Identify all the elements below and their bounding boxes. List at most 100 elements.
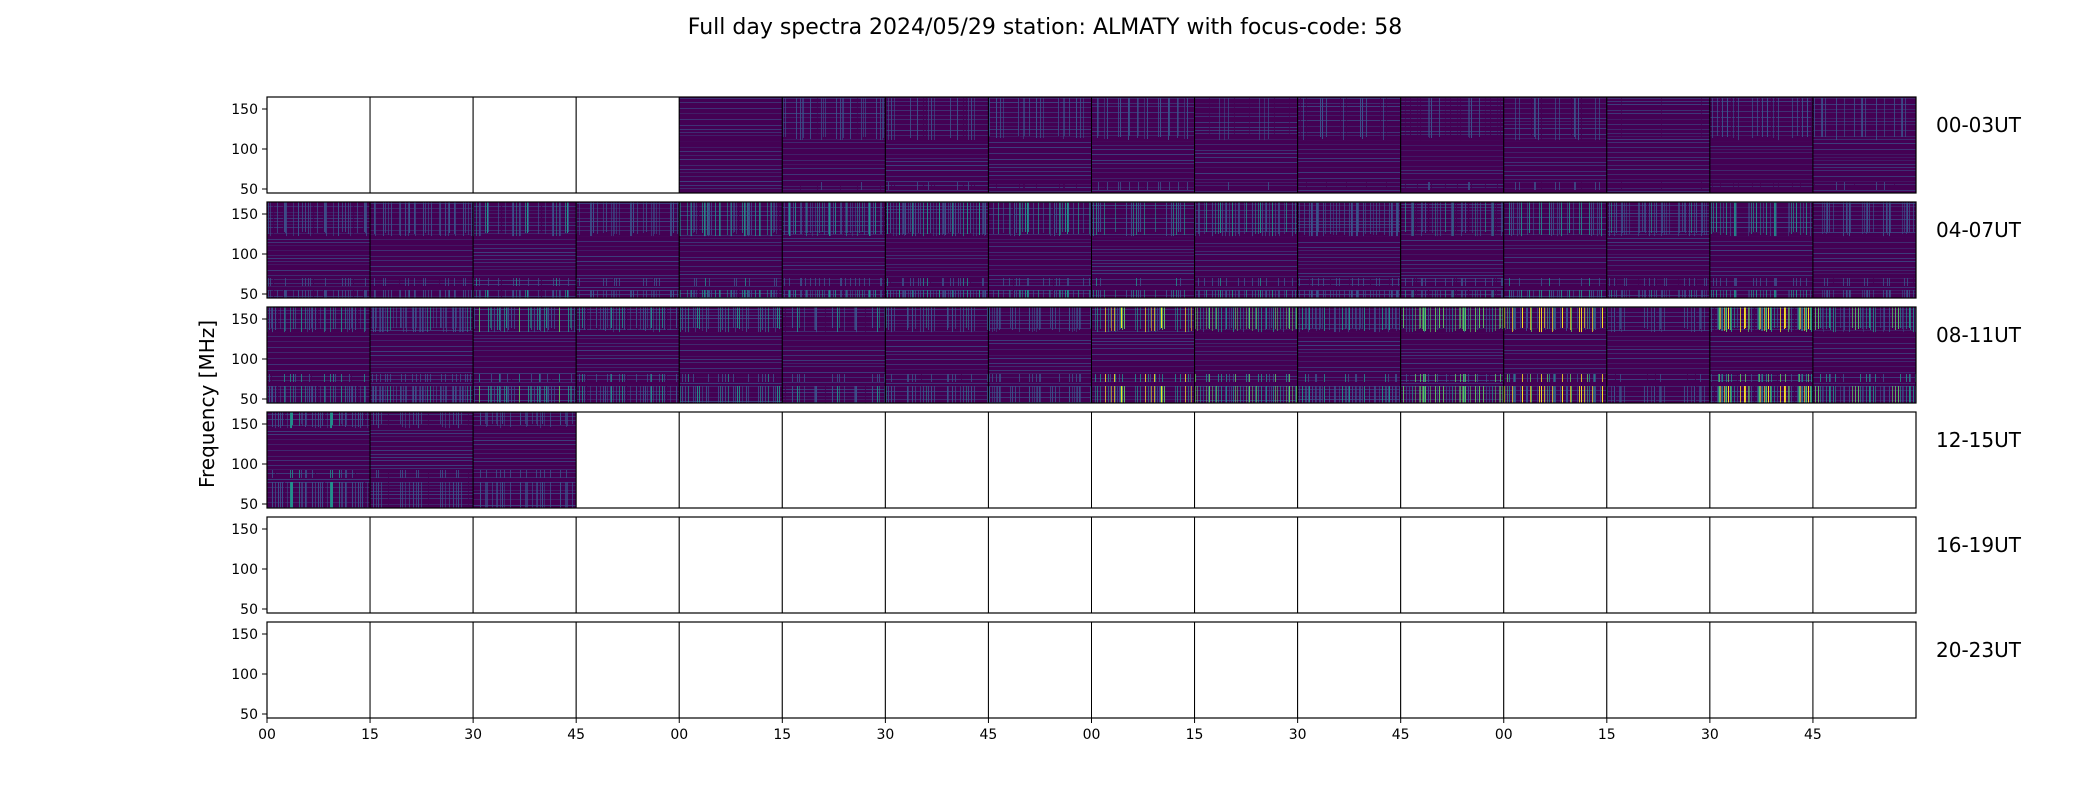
- empty-panel: [1400, 516, 1505, 614]
- spectra-row: 50 100 150 00-03UT: [231, 96, 2022, 198]
- spectrum-panel: [369, 306, 474, 404]
- spectrum-panel: [678, 96, 783, 194]
- y-tick-label: 50: [240, 392, 258, 408]
- y-tick-label: 100: [231, 562, 258, 578]
- y-tick-label: 150: [231, 102, 258, 118]
- y-tick-label: 50: [240, 707, 258, 723]
- x-tick-label: 00: [1083, 727, 1101, 743]
- spectrum-panel: [266, 306, 371, 404]
- y-tick-label: 150: [231, 522, 258, 538]
- x-tick-label: 30: [876, 727, 894, 743]
- empty-panel: [1709, 411, 1814, 509]
- y-tick-label: 50: [240, 287, 258, 303]
- y-tick-label: 100: [231, 247, 258, 263]
- spectrum-panel: [575, 306, 680, 404]
- empty-panel: [884, 516, 989, 614]
- spectrum-panel: [1091, 201, 1196, 299]
- empty-panel: [1091, 516, 1196, 614]
- empty-panel: [1194, 516, 1299, 614]
- spectra-row: 50 100 150 08-11UT: [231, 306, 2022, 408]
- x-tick-label: 30: [1701, 727, 1719, 743]
- spectrum-panel: [1400, 201, 1505, 299]
- empty-panel: [1194, 621, 1299, 719]
- empty-panel: [781, 411, 886, 509]
- spectrum-panel: [678, 306, 783, 404]
- y-tick-label: 150: [231, 312, 258, 328]
- empty-panel: [472, 96, 577, 194]
- spectrum-panel: [987, 306, 1092, 404]
- spectrum-panel: [1400, 96, 1505, 194]
- row-time-label: 16-19UT: [1936, 533, 2022, 557]
- empty-panel: [1812, 516, 1917, 614]
- spectrum-panel: [472, 411, 577, 509]
- empty-panel: [369, 621, 474, 719]
- empty-panel: [1297, 411, 1402, 509]
- empty-panel: [884, 411, 989, 509]
- spectrum-panel: [1297, 306, 1402, 404]
- empty-panel: [266, 621, 371, 719]
- x-tick-label: 15: [773, 727, 791, 743]
- spectra-row: 50 100 150 16-19UT: [231, 516, 2022, 618]
- y-tick-label: 50: [240, 182, 258, 198]
- spectrum-panel: [1606, 201, 1711, 299]
- empty-panel: [678, 516, 783, 614]
- x-tick-label: 00: [1495, 727, 1513, 743]
- empty-panel: [575, 621, 680, 719]
- empty-panel: [575, 96, 680, 194]
- x-tick-label: 45: [1392, 727, 1410, 743]
- spectrum-panel: [884, 201, 989, 299]
- empty-panel: [1709, 516, 1814, 614]
- empty-panel: [1091, 621, 1196, 719]
- empty-panel: [1503, 621, 1608, 719]
- row-time-label: 20-23UT: [1936, 638, 2022, 662]
- row-time-label: 12-15UT: [1936, 428, 2022, 452]
- x-tick-label: 45: [980, 727, 998, 743]
- empty-panel: [678, 621, 783, 719]
- y-tick-label: 50: [240, 602, 258, 618]
- spectrum-panel: [1709, 96, 1814, 194]
- empty-panel: [987, 621, 1092, 719]
- y-tick-label: 100: [231, 457, 258, 473]
- empty-panel: [1709, 621, 1814, 719]
- x-tick-label: 45: [567, 727, 585, 743]
- empty-panel: [472, 516, 577, 614]
- x-tick-label: 00: [670, 727, 688, 743]
- spectrum-panel: [369, 201, 474, 299]
- empty-panel: [266, 96, 371, 194]
- spectrum-panel: [1194, 201, 1299, 299]
- spectrum-panel: [369, 411, 474, 509]
- x-tick-label: 15: [361, 727, 379, 743]
- x-tick-label: 30: [464, 727, 482, 743]
- spectrum-panel: [575, 201, 680, 299]
- spectrum-panel: [1812, 201, 1917, 299]
- spectrum-panel: [987, 201, 1092, 299]
- spectrum-panel: [1297, 201, 1402, 299]
- x-axis: 00 15 30 45 00 15 30 45 00 15 30 45 00 15 30 45: [258, 718, 1822, 743]
- empty-panel: [781, 516, 886, 614]
- spectrum-panel: [678, 201, 783, 299]
- spectrum-panel: [266, 201, 371, 299]
- row-time-label: 00-03UT: [1936, 113, 2022, 137]
- spectrum-panel: [781, 201, 886, 299]
- empty-panel: [369, 516, 474, 614]
- empty-panel: [884, 621, 989, 719]
- spectrum-panel: [987, 96, 1092, 194]
- spectra-row: 50 100 150 12-15UT: [231, 411, 2022, 513]
- row-time-label: 08-11UT: [1936, 323, 2022, 347]
- spectrum-panel: [266, 411, 371, 509]
- spectra-row: 50 100 150 04-07UT: [231, 201, 2022, 303]
- empty-panel: [1606, 516, 1711, 614]
- spectrum-panel: [884, 96, 989, 194]
- chart-title: Full day spectra 2024/05/29 station: ALM…: [688, 15, 1402, 40]
- y-tick-label: 150: [231, 627, 258, 643]
- y-tick-label: 150: [231, 417, 258, 433]
- empty-panel: [781, 621, 886, 719]
- y-axis-label: Frequency [MHz]: [195, 320, 219, 488]
- empty-panel: [1503, 516, 1608, 614]
- spectrum-panel: [1709, 306, 1814, 404]
- spectrum-panel: [1194, 306, 1299, 404]
- y-tick-label: 100: [231, 142, 258, 158]
- spectrum-panel: [472, 306, 577, 404]
- spectrum-panel: [1503, 96, 1608, 194]
